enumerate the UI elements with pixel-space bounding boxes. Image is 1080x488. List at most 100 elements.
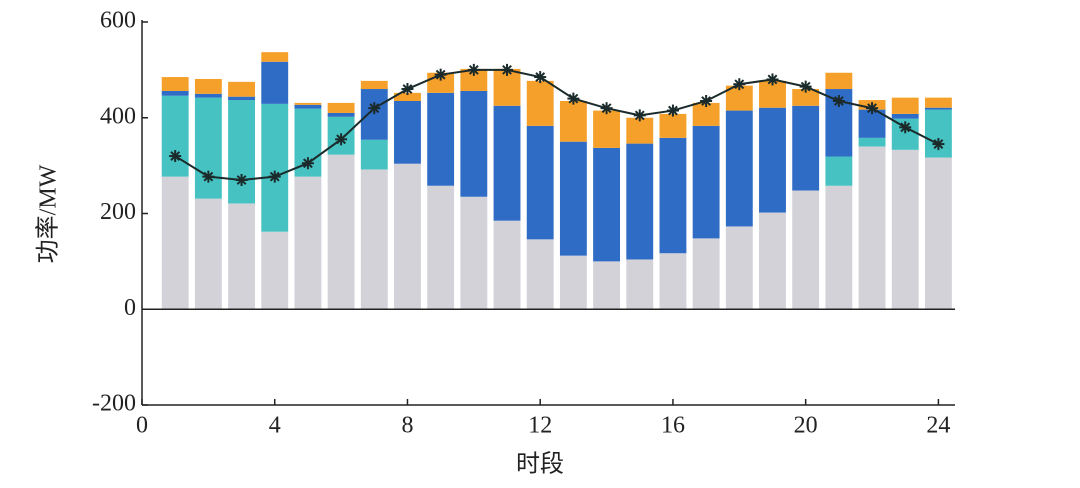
y-tick-label: 400 (100, 103, 136, 129)
line-marker (301, 157, 314, 170)
line-marker (832, 94, 845, 107)
line-marker (434, 68, 447, 81)
bar-segment (759, 212, 786, 310)
bar-segment (194, 93, 222, 98)
bar-segment (228, 81, 255, 97)
marker-stroke (800, 81, 811, 92)
bar-segment (825, 72, 853, 90)
marker-stroke (568, 93, 579, 104)
bar-segment (626, 259, 654, 310)
line-marker (368, 102, 381, 115)
bar-segment (924, 97, 952, 108)
line-marker (235, 173, 248, 186)
bar-segment (891, 149, 919, 310)
marker-stroke (435, 69, 446, 80)
line-marker (202, 170, 215, 183)
bar-segment (327, 154, 355, 310)
line-marker (666, 104, 679, 117)
bar-segment (394, 92, 421, 101)
bar-segment (792, 190, 820, 310)
marker-stroke (336, 134, 347, 145)
x-axis-label: 时段 (516, 451, 564, 478)
line (174, 68, 939, 181)
marker-stroke (833, 96, 844, 106)
line-marker (600, 102, 613, 115)
line-marker (467, 63, 480, 76)
bar-segment (559, 255, 587, 310)
bar-segment (194, 97, 222, 199)
marker-stroke (303, 158, 313, 169)
y-axis-label: 功率/MW (35, 164, 62, 263)
x-tick-label: 8 (401, 413, 413, 439)
bar-segment (294, 176, 322, 310)
y-tick-label: -200 (92, 391, 136, 417)
line-marker (534, 71, 547, 84)
x-tick-label: 0 (136, 413, 148, 439)
x-tick-label: 12 (528, 413, 552, 439)
bar-segment (659, 113, 687, 138)
bar-segment (593, 147, 621, 262)
bar-segment (261, 103, 289, 232)
bar-segment (526, 239, 554, 310)
line-marker (766, 73, 779, 86)
bar-segment (161, 90, 189, 96)
marker-stroke (601, 103, 612, 114)
x-tick-label: 24 (926, 413, 950, 439)
line-marker (268, 170, 281, 183)
line-marker (335, 133, 348, 146)
bar-segment (360, 169, 388, 310)
bar-segment (161, 95, 189, 177)
bar-segment (460, 90, 488, 197)
bar-segment (327, 102, 355, 113)
bar-segment (692, 102, 720, 126)
marker-stroke (900, 122, 911, 133)
bar-segment (792, 89, 820, 106)
bar-segment (924, 157, 952, 310)
bar-segment (360, 89, 388, 140)
bar-segment (924, 107, 952, 110)
x-tick-label: 20 (794, 413, 818, 439)
bar-segment (194, 78, 222, 94)
line-marker (169, 150, 182, 163)
bar-segment (659, 253, 687, 310)
bar-segment (924, 109, 952, 158)
marker-stroke (933, 139, 944, 149)
bar-segment (891, 97, 919, 114)
marker-stroke (668, 105, 678, 116)
marker-stroke (867, 103, 877, 114)
line-marker (932, 138, 945, 151)
bar-segment (360, 80, 388, 90)
bar-segment (559, 100, 587, 142)
marker-stroke (402, 84, 413, 94)
bar-segment (759, 107, 786, 213)
bar-segment (725, 110, 753, 227)
line-marker (733, 78, 746, 91)
bar-segment (360, 139, 388, 170)
marker-stroke (535, 72, 546, 82)
marker-stroke (236, 175, 247, 185)
bar-segment (228, 203, 255, 310)
bar-segment (593, 261, 621, 310)
bar-segment (294, 104, 322, 109)
bar-segment (294, 102, 322, 105)
bar-segment (526, 80, 554, 126)
bar-segment (228, 96, 255, 101)
marker-stroke (734, 79, 745, 90)
bar-segment (692, 125, 720, 239)
line-marker (866, 102, 879, 115)
line-marker (799, 80, 812, 93)
marker-stroke (502, 64, 512, 75)
bar-segment (427, 185, 455, 310)
bar-segment (858, 146, 886, 310)
line-marker (899, 121, 912, 134)
bar-segment (559, 141, 587, 256)
y-tick-label: 600 (100, 8, 136, 34)
bar-segment (460, 68, 488, 91)
marker-stroke (269, 171, 280, 182)
bar-segment (394, 100, 421, 164)
bar-segment (493, 105, 521, 221)
bar-segment (261, 52, 289, 62)
marker-stroke (701, 96, 712, 106)
marker-stroke (369, 103, 380, 114)
